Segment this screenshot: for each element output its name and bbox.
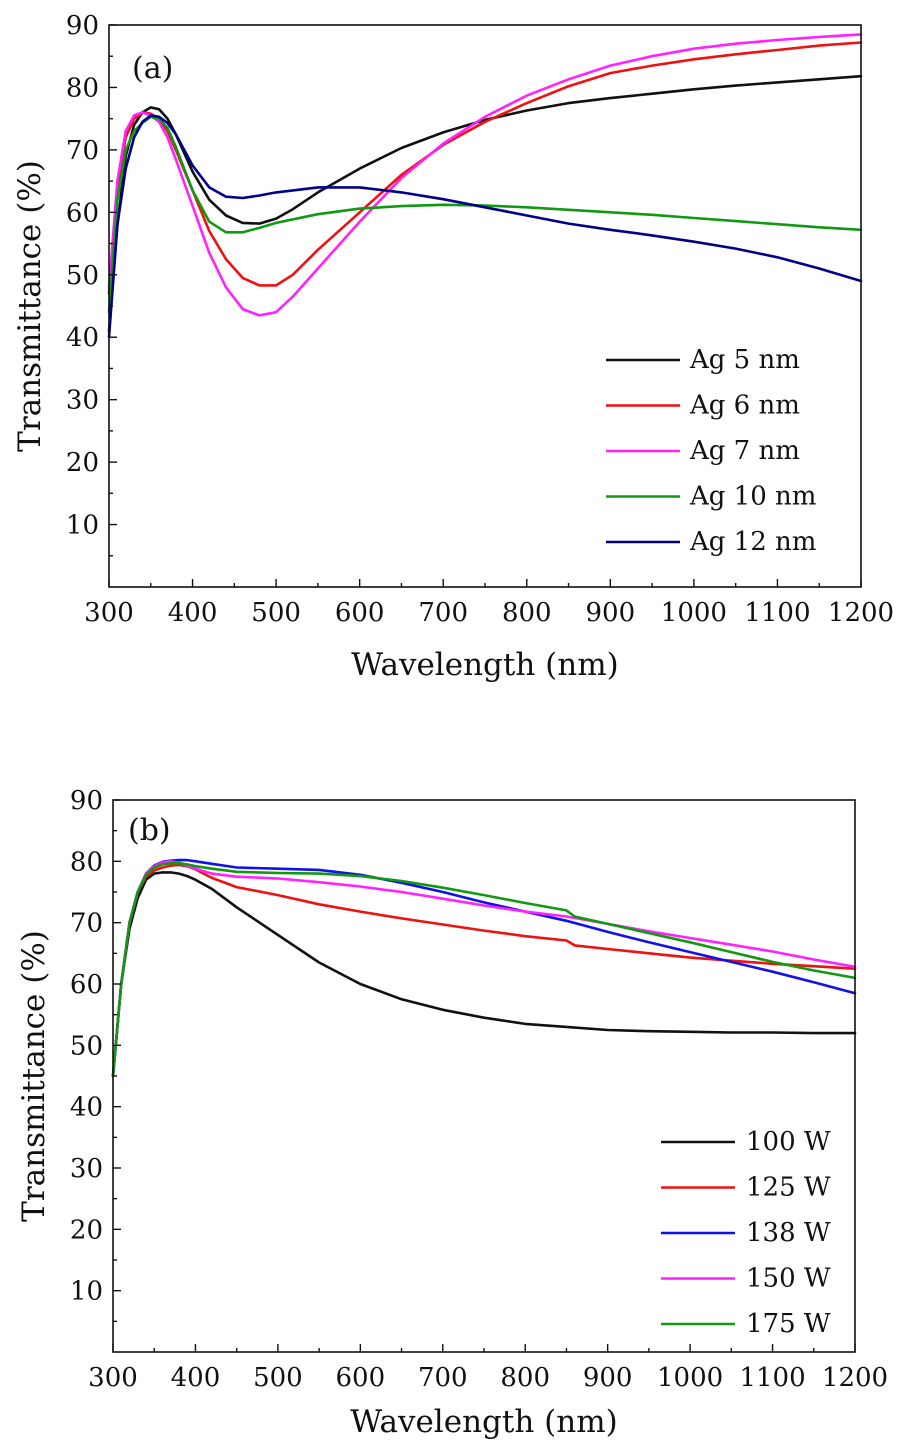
x-tick-label: 1200 [828, 598, 894, 628]
x-tick-label: 800 [502, 598, 552, 628]
x-tick-label: 1100 [739, 1363, 805, 1393]
x-tick-label: 1000 [661, 598, 727, 628]
legend-label: Ag 7 nm [689, 436, 800, 466]
y-tick-label: 30 [66, 386, 99, 416]
y-tick-label: 50 [66, 261, 99, 291]
y-tick-label: 10 [66, 511, 99, 541]
legend-label: 138 W [746, 1218, 831, 1248]
x-tick-label: 600 [335, 598, 385, 628]
legend-label: Ag 5 nm [689, 345, 800, 375]
legend-label: 100 W [746, 1127, 831, 1157]
x-tick-label: 500 [253, 1363, 303, 1393]
x-tick-label: 1000 [657, 1363, 723, 1393]
x-tick-label: 600 [336, 1363, 386, 1393]
x-tick-label: 900 [586, 598, 636, 628]
legend-label: Ag 12 nm [689, 527, 816, 557]
panel-label: (b) [128, 813, 171, 848]
y-tick-label: 90 [66, 11, 99, 41]
x-tick-label: 1100 [744, 598, 810, 628]
y-tick-label: 70 [66, 136, 99, 166]
x-tick-label: 400 [168, 598, 218, 628]
legend-label: Ag 10 nm [689, 482, 816, 512]
x-tick-label: 300 [84, 598, 134, 628]
series-line-1 [111, 871, 857, 1078]
series-line-2 [107, 41, 863, 295]
x-tick-label: 800 [500, 1363, 550, 1393]
y-tick-label: 90 [70, 786, 103, 816]
y-tick-label: 80 [70, 847, 103, 877]
x-tick-label: 700 [418, 598, 468, 628]
y-tick-label: 60 [70, 970, 103, 1000]
y-axis-title: Transmittance (%) [16, 930, 52, 1222]
series-line-5 [111, 861, 857, 1078]
x-tick-label: 400 [171, 1363, 221, 1393]
y-tick-label: 30 [70, 1154, 103, 1184]
x-tick-label: 500 [251, 598, 301, 628]
series-line-3 [107, 33, 863, 317]
series-line-1 [107, 74, 863, 333]
y-tick-label: 80 [66, 73, 99, 103]
legend-label: 150 W [746, 1264, 831, 1294]
y-tick-label: 20 [66, 448, 99, 478]
y-tick-label: 70 [70, 909, 103, 939]
legend-label: 175 W [746, 1309, 831, 1339]
y-axis-title: Transmittance (%) [12, 160, 48, 452]
y-tick-label: 40 [66, 323, 99, 353]
y-tick-label: 60 [66, 198, 99, 228]
series-line-3 [111, 858, 857, 1078]
chart-panel-a: 300 400 500 600 700 800 900 1000 1100 1200 10 20 30 4… [12, 11, 894, 683]
chart-panel-b: 300 400 500 600 700 800 900 1000 1100 1200 10 20 30 4… [16, 786, 888, 1440]
panel-label: (a) [132, 51, 173, 86]
series-line-4 [111, 860, 857, 1078]
x-tick-label: 900 [583, 1363, 633, 1393]
legend-label: 125 W [746, 1173, 831, 1203]
series-line-4 [107, 115, 863, 314]
series-line-2 [111, 863, 857, 1078]
x-axis-title: Wavelength (nm) [351, 647, 618, 683]
y-tick-label: 50 [70, 1031, 103, 1061]
y-tick-label: 20 [70, 1215, 103, 1245]
series-line-5 [107, 114, 863, 339]
x-tick-label: 300 [88, 1363, 138, 1393]
y-tick-label: 10 [70, 1277, 103, 1307]
legend-label: Ag 6 nm [689, 391, 800, 421]
x-axis-title: Wavelength (nm) [350, 1404, 617, 1440]
x-tick-label: 1200 [822, 1363, 888, 1393]
y-tick-label: 40 [70, 1093, 103, 1123]
x-tick-label: 700 [418, 1363, 468, 1393]
